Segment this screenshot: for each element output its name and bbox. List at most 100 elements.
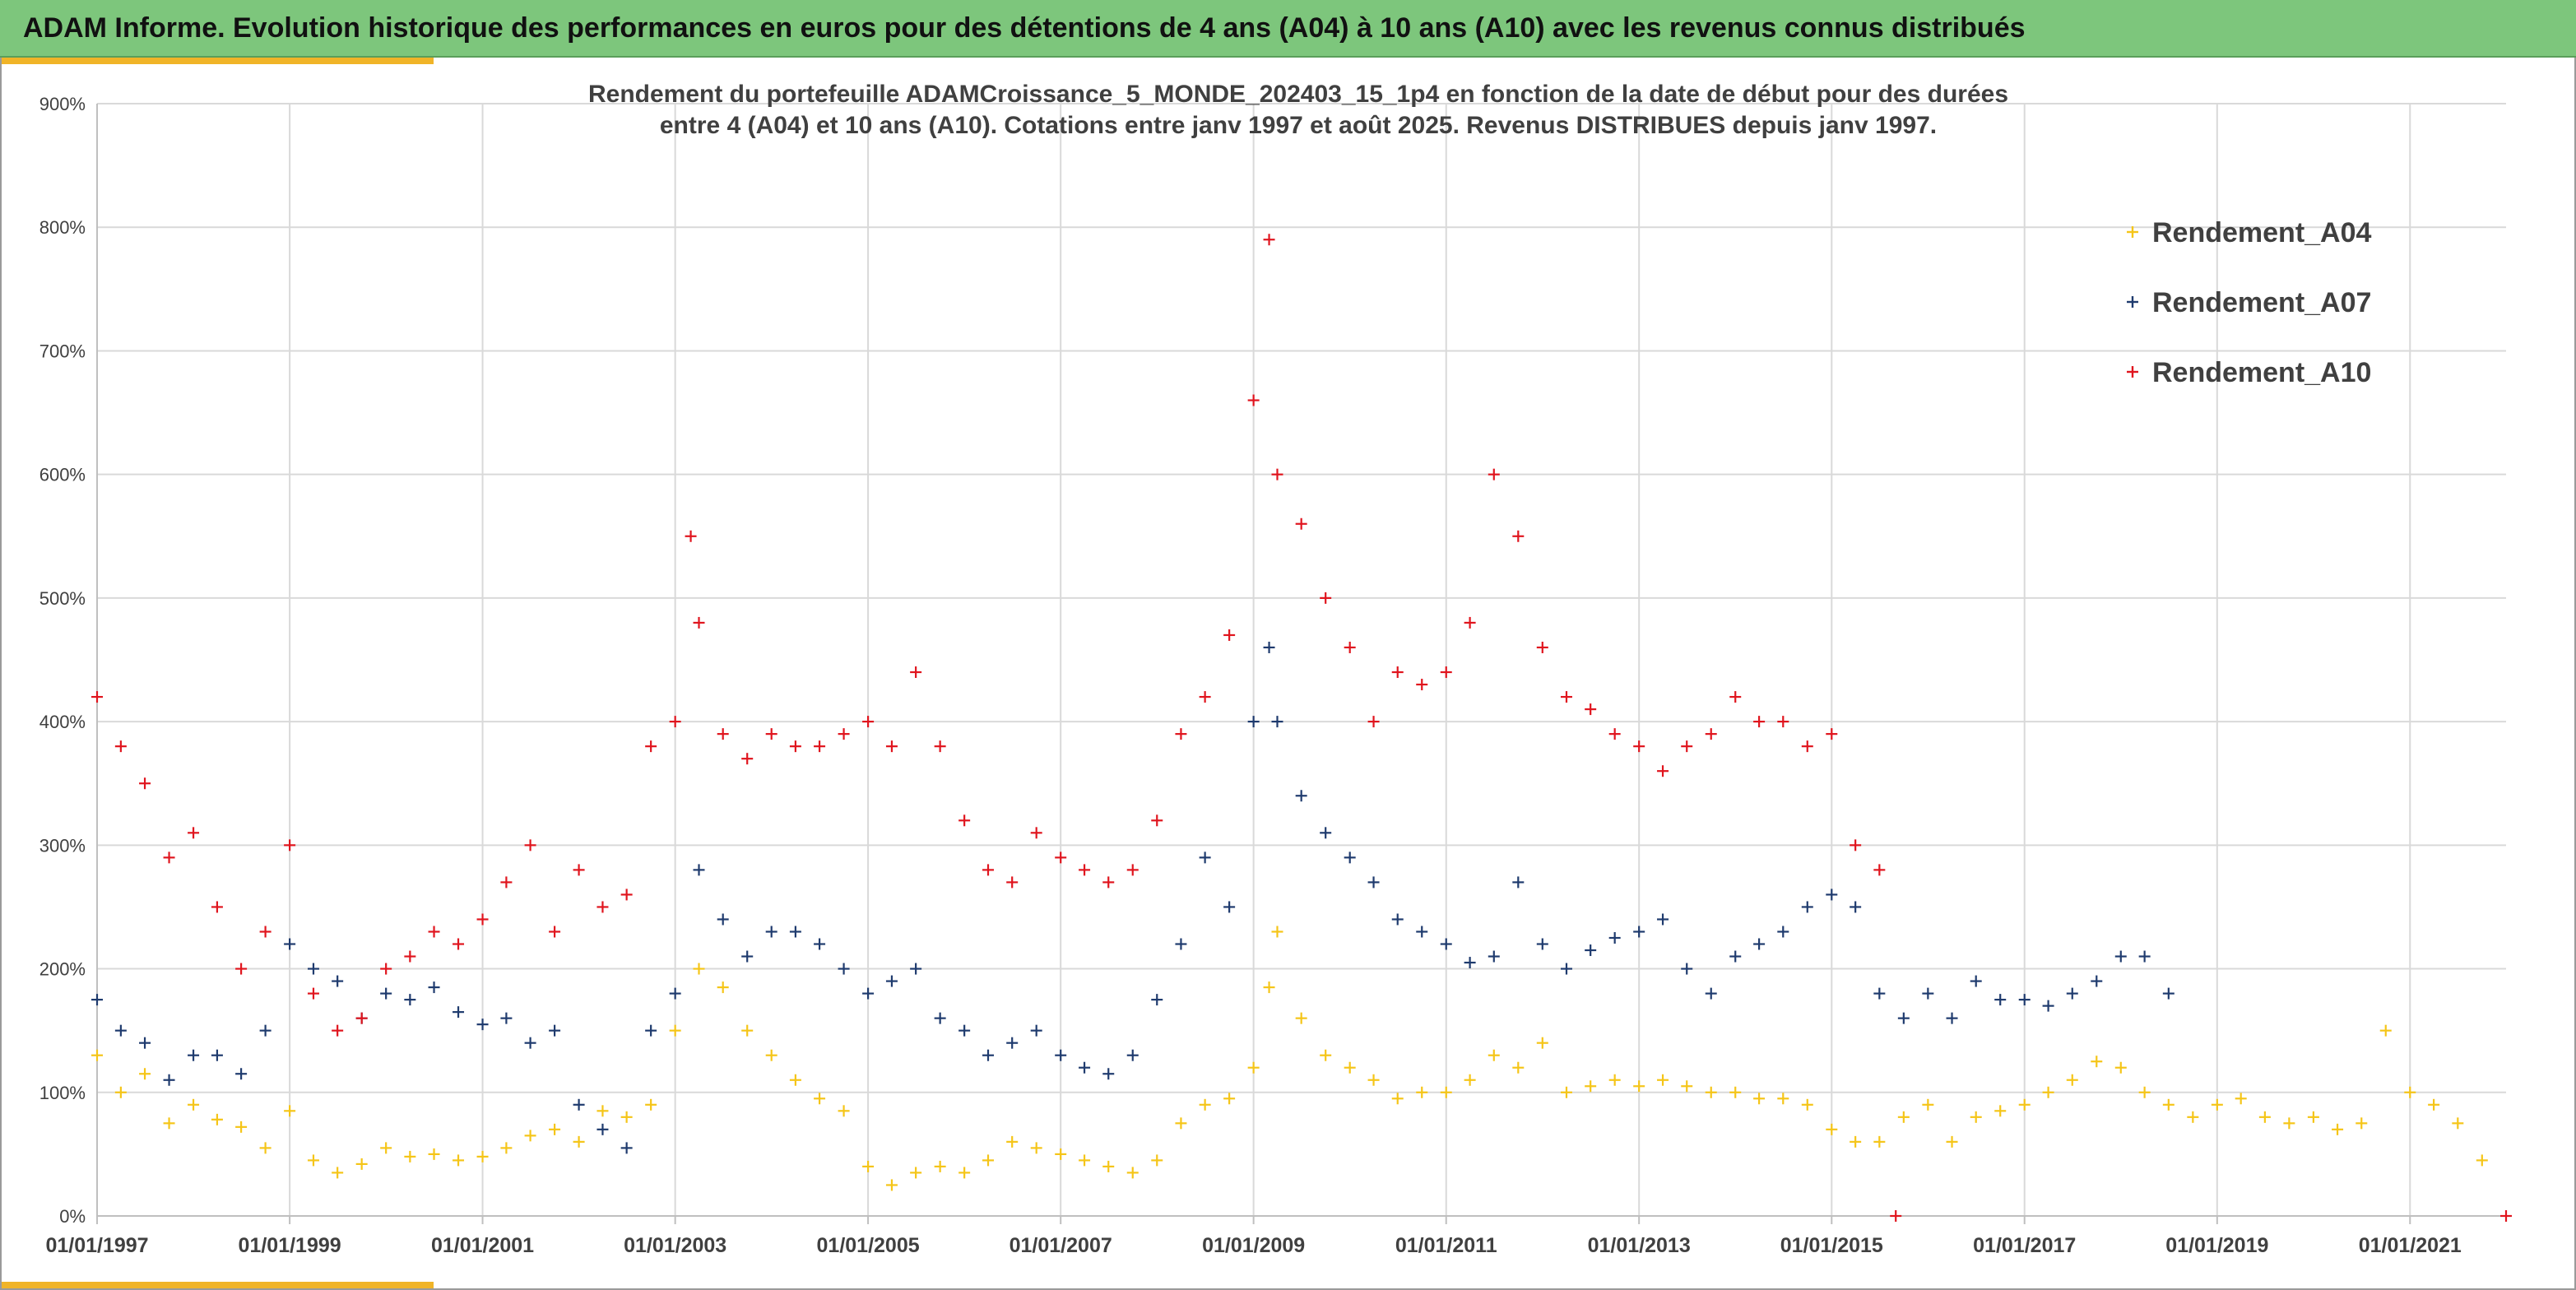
series-1-point: [1897, 1012, 1910, 1024]
series-2-point: [235, 963, 248, 975]
series-0-point: [114, 1086, 127, 1098]
series-2-point: [1801, 740, 1813, 753]
series-1-point: [139, 1037, 151, 1049]
series-2-point: [1416, 679, 1428, 691]
series-1-point: [958, 1024, 971, 1037]
series-1-point: [741, 950, 754, 963]
series-2-point: [1440, 666, 1452, 679]
series-0-point: [669, 1024, 681, 1037]
series-2-point: [163, 851, 175, 864]
series-0-point: [549, 1123, 561, 1135]
series-2-point: [259, 926, 272, 938]
series-0-point: [838, 1105, 850, 1117]
series-1-point: [1271, 716, 1283, 728]
series-2-point: [428, 926, 440, 938]
y-tick-label: 0%: [59, 1206, 86, 1227]
series-1-point: [1175, 938, 1187, 950]
series-2-point: [1657, 765, 1669, 777]
series-0-point: [1633, 1080, 1645, 1093]
series-2-point: [476, 913, 489, 926]
x-tick-label: 01/01/2009: [1202, 1234, 1305, 1257]
series-2-point: [524, 839, 536, 851]
series-0-point: [1344, 1061, 1356, 1074]
series-0-point: [1367, 1074, 1380, 1086]
series-1-point: [1970, 975, 1982, 987]
series-0-point: [1801, 1098, 1813, 1111]
series-0-point: [1151, 1154, 1163, 1167]
series-1-point: [596, 1123, 609, 1135]
series-2-point: [500, 876, 513, 889]
series-1-point: [1922, 987, 1934, 1000]
series-0-point: [1199, 1098, 1211, 1111]
series-2-point: [620, 889, 633, 901]
series-1-point: [645, 1024, 657, 1037]
x-axis: 01/01/1997 01/01/1999 01/01/2001 01/01/2003…: [45, 1215, 2506, 1257]
series-2-point: [453, 938, 465, 950]
series-1-point: [910, 963, 922, 975]
series-2-point: [1030, 827, 1042, 839]
chart-title-line-1: Rendement du portefeuille ADAMCroissance…: [588, 81, 2008, 108]
series-1-point: [211, 1049, 223, 1061]
series-0-point: [91, 1049, 103, 1061]
series-1-point: [1391, 913, 1404, 926]
x-tick-label: 01/01/2017: [1973, 1234, 2076, 1257]
series-1-point: [1850, 901, 1862, 913]
series-1-point: [332, 975, 344, 987]
series-2-point: [1175, 728, 1187, 740]
series-2-point: [91, 691, 103, 703]
series-2-point: [1006, 876, 1019, 889]
series-2-point: [1126, 864, 1139, 876]
series-1-point: [1126, 1049, 1139, 1061]
series-1-point: [188, 1049, 200, 1061]
series-2-point: [982, 864, 995, 876]
series-0-point: [1585, 1080, 1597, 1093]
x-tick-label: 01/01/2015: [1780, 1234, 1883, 1257]
series-2-point: [332, 1024, 344, 1037]
series-1-point: [1633, 926, 1645, 938]
series-2-point: [1391, 666, 1404, 679]
series-2-point: [404, 950, 416, 963]
series-0-point: [814, 1093, 826, 1105]
series-0-point: [2042, 1086, 2054, 1098]
series-2-point: [1873, 864, 1886, 876]
series-1-point: [1826, 889, 1838, 901]
plot-area: [91, 234, 2512, 1222]
x-tick-label: 01/01/1997: [45, 1234, 148, 1257]
series-1-point: [982, 1049, 995, 1061]
series-1-point: [307, 963, 319, 975]
series-1-point: [1801, 901, 1813, 913]
y-tick-label: 400%: [39, 712, 86, 732]
legend-label: Rendement_A07: [2152, 287, 2371, 318]
series-1-point: [2091, 975, 2103, 987]
series-1-point: [885, 975, 898, 987]
series-1-point: [669, 987, 681, 1000]
series-0-point: [2066, 1074, 2078, 1086]
series-1-point: [1102, 1068, 1115, 1080]
series-2-point: [380, 963, 392, 975]
series-1-point: [765, 926, 777, 938]
series-0-point: [211, 1113, 223, 1125]
series-0-point: [1512, 1061, 1525, 1074]
series-2-point: [1777, 716, 1789, 728]
series-0-point: [1753, 1093, 1766, 1105]
report-banner: ADAM Informe. Evolution historique des p…: [0, 0, 2576, 58]
series-0-point: [2356, 1117, 2368, 1130]
series-0-point: [982, 1154, 995, 1167]
series-1-point: [1295, 790, 1307, 802]
series-1-point: [789, 926, 801, 938]
series-1-point: [380, 987, 392, 1000]
series-0-point: [1126, 1167, 1139, 1179]
chart-title: Rendement du portefeuille ADAMCroissance…: [588, 81, 2008, 139]
series-1-point: [404, 994, 416, 1006]
series-0-point: [2162, 1098, 2175, 1111]
series-2-point: [934, 740, 946, 753]
legend-entry: Rendement_A10: [2127, 357, 2371, 388]
series-1-point: [1223, 901, 1236, 913]
series-1-point: [1464, 957, 1476, 969]
series-0-point: [645, 1098, 657, 1111]
series-0-point: [1681, 1080, 1693, 1093]
series-0-point: [355, 1158, 368, 1170]
series-0-point: [1994, 1105, 2007, 1117]
series-1-point: [1263, 641, 1275, 653]
series-2-point: [838, 728, 850, 740]
